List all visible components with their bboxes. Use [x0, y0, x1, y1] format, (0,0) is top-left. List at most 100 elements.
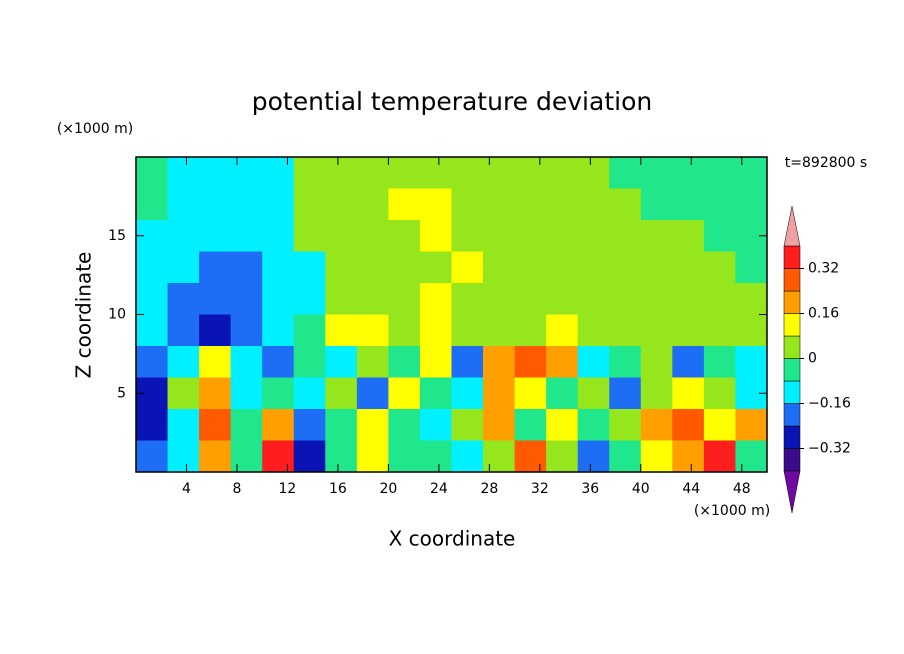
contour-cell	[262, 220, 295, 252]
contour-cell	[167, 314, 200, 347]
contour-cell	[293, 188, 326, 221]
contour-cell	[546, 314, 579, 347]
contour-cell	[703, 283, 736, 315]
contour-cell	[419, 314, 452, 347]
contour-cell	[514, 220, 547, 252]
contour-cell	[577, 314, 610, 347]
contour-cell	[199, 346, 232, 378]
contour-cell	[388, 409, 421, 441]
contour-cell	[703, 440, 736, 473]
contour-cell	[609, 346, 642, 378]
colorbar-tick-label: −0.32	[808, 441, 851, 457]
contour-cell	[230, 440, 263, 473]
contour-cell	[672, 251, 705, 284]
contour-cell	[546, 188, 579, 221]
contour-cell	[230, 409, 263, 441]
colorbar-band	[783, 290, 801, 314]
contour-cell	[609, 314, 642, 347]
contour-cell	[325, 251, 358, 284]
contour-cell	[672, 157, 705, 189]
contour-cell	[735, 346, 768, 378]
x-tick-label: 40	[632, 481, 650, 497]
contour-cell	[577, 220, 610, 252]
y-axis-title: Z coordinate	[72, 252, 96, 379]
colorbar-tick-label: 0.16	[808, 306, 839, 322]
contour-cell	[640, 440, 673, 473]
contour-cell	[672, 440, 705, 473]
x-tick-label: 24	[430, 481, 448, 497]
y-unit: (×1000 m)	[57, 121, 133, 137]
contour-cell	[735, 283, 768, 315]
contour-cell	[672, 188, 705, 221]
x-tick-label: 20	[379, 481, 397, 497]
contour-cell	[136, 188, 169, 221]
contour-cell	[703, 409, 736, 441]
y-tick-label: 10	[108, 307, 126, 323]
contour-cell	[136, 440, 169, 473]
contour-cell	[199, 188, 232, 221]
contour-cell	[451, 157, 484, 189]
contour-cell	[451, 188, 484, 221]
contour-cell	[703, 314, 736, 347]
contour-cell	[167, 220, 200, 252]
contour-cell	[735, 440, 768, 473]
contour-cell	[640, 188, 673, 221]
colorbar-band	[783, 245, 801, 269]
x-tick-label: 44	[682, 481, 700, 497]
contour-cell	[199, 314, 232, 347]
contour-cell	[640, 283, 673, 315]
contour-cell	[356, 220, 389, 252]
contour-cell	[703, 188, 736, 221]
x-tick-label: 4	[182, 481, 191, 497]
colorbar-band	[783, 403, 801, 427]
contour-cell	[483, 251, 516, 284]
contour-cell	[672, 377, 705, 410]
contour-cell	[293, 251, 326, 284]
contour-cell	[388, 377, 421, 410]
contour-cell	[735, 314, 768, 347]
contour-cell	[199, 377, 232, 410]
colorbar-band	[783, 425, 801, 449]
contour-cell	[483, 346, 516, 378]
contour-cell	[262, 346, 295, 378]
contour-cell	[451, 440, 484, 473]
contour-cell	[546, 440, 579, 473]
contour-cell	[325, 440, 358, 473]
x-axis-title: X coordinate	[389, 527, 516, 551]
contour-cell	[356, 188, 389, 221]
colorbar-band	[783, 335, 801, 359]
contour-cell	[388, 440, 421, 473]
colorbar-band	[783, 268, 801, 292]
contour-cell	[483, 440, 516, 473]
colorbar-extend-high	[783, 205, 801, 247]
contour-cell	[136, 251, 169, 284]
contour-cell	[136, 409, 169, 441]
contour-cell	[199, 251, 232, 284]
contour-cell	[293, 283, 326, 315]
contour-cell	[577, 251, 610, 284]
contour-cell	[703, 346, 736, 378]
contour-cell	[388, 188, 421, 221]
contour-cell	[735, 251, 768, 284]
contour-cell	[577, 346, 610, 378]
contour-cell	[199, 157, 232, 189]
contour-cell	[167, 409, 200, 441]
colorbar-extend-low	[783, 470, 801, 514]
contour-cell	[262, 440, 295, 473]
contour-cell	[672, 409, 705, 441]
contour-cell	[514, 283, 547, 315]
contour-cell	[703, 157, 736, 189]
contour-cell	[325, 346, 358, 378]
contour-cell	[577, 440, 610, 473]
contour-cell	[735, 157, 768, 189]
contour-cell	[356, 283, 389, 315]
contour-cell	[230, 251, 263, 284]
contour-cell	[167, 157, 200, 189]
contour-cell	[483, 188, 516, 221]
contour-cell	[293, 377, 326, 410]
x-tick-label: 28	[480, 481, 498, 497]
contour-cell	[609, 157, 642, 189]
contour-cell	[451, 409, 484, 441]
contour-cell	[609, 220, 642, 252]
